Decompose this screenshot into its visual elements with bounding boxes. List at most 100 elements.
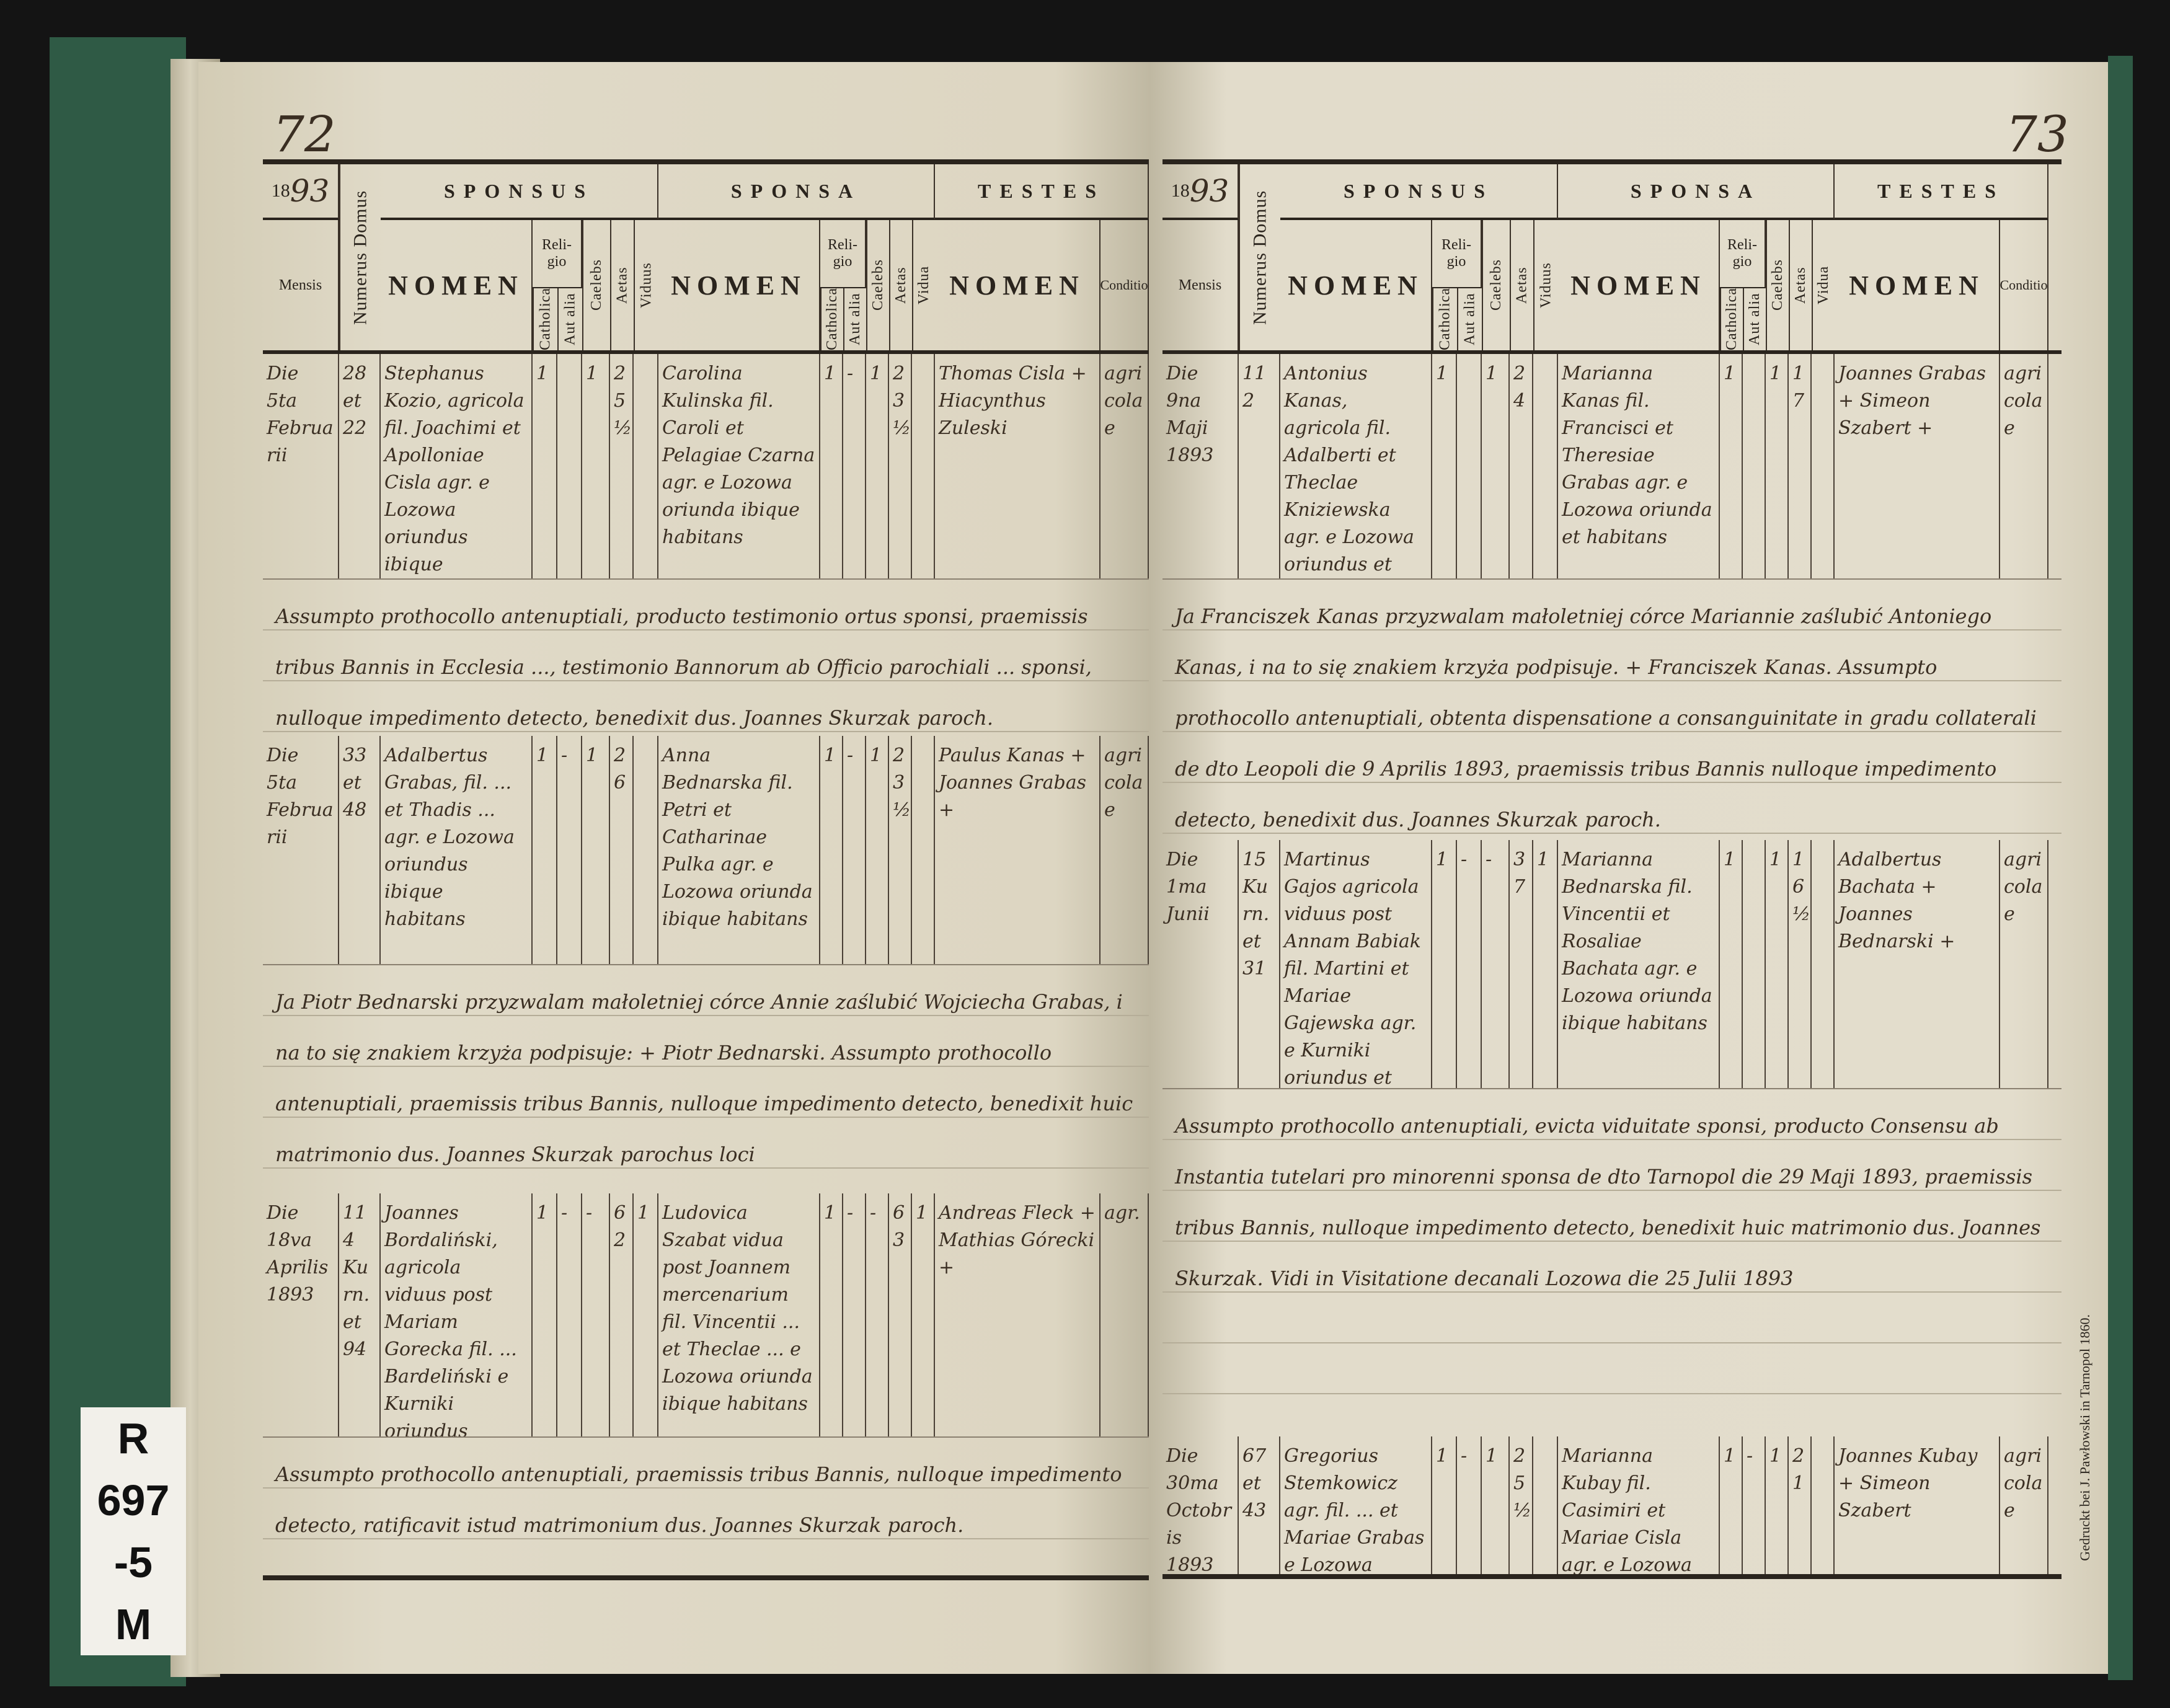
entry-sponsus-caelebs: - — [1482, 840, 1510, 1088]
register-entry: Die 5ta Februarii 33 et 48 Adalbertus Grab… — [263, 736, 1149, 964]
year-written: 93 — [290, 173, 330, 209]
entry-sponsa-nomen: Marianna Kanas fil. Francisci et Theresi… — [1558, 354, 1720, 578]
entry-sponsa-caelebs: 1 — [1766, 1436, 1789, 1574]
header-sponsus: SPONSUS — [1280, 164, 1558, 220]
entry-testes-nomen: Joannes Kubay + Simeon Szabert — [1835, 1436, 2000, 1574]
entry-testes-nomen: Paulus Kanas + Joannes Grabas + — [935, 736, 1100, 964]
table-header: 18 93 Mensis Numerus Domus SPONSUS SPONSA TEST… — [263, 164, 1149, 354]
header-sponsus-nomen: NOMEN — [381, 220, 533, 350]
entry-sponsus-viduus — [634, 736, 658, 964]
header-sponsa-vidua: Vidua — [1812, 220, 1835, 350]
entry-sponsus-nomen: Gregorius Stemkowicz agr. fil. ... et Ma… — [1280, 1436, 1432, 1574]
entry-sponsa-vidua: 1 — [912, 1193, 935, 1436]
entry-sponsa-vidua — [912, 736, 935, 964]
entry-sponsa-catholica: 1 — [820, 354, 843, 578]
entry-sponsus-catholica: 1 — [533, 736, 557, 964]
entry-sponsus-catholica: 1 — [533, 354, 557, 578]
header-sponsa-aetas: Aetas — [889, 220, 912, 350]
entry-sponsa-vidua — [912, 354, 935, 578]
entry-sponsus-caelebs: 1 — [582, 354, 610, 578]
printer-imprint: Gedruckt bei J. Pawłowski in Tarnopol 18… — [2077, 1314, 2092, 1561]
header-mensis: Mensis — [263, 220, 339, 350]
register-entry: Die 1ma Junii 15 Kurn. et 31 Martinus Gajo… — [1162, 840, 2062, 1088]
entry-sponsa-aut-alia — [1743, 354, 1766, 578]
register-entry: Die 5ta Februarii 28 et 22 Stephanus Kozio… — [263, 354, 1149, 578]
entry-testes-nomen: Andreas Fleck + Mathias Górecki + — [935, 1193, 1100, 1436]
right-page: 73 18 93 Mensis Numerus Domus SPONSUS SPONSA T… — [1150, 62, 2108, 1674]
entry-sponsus-aut-alia: - — [1457, 1436, 1482, 1574]
entry-domus: 33 et 48 — [339, 736, 381, 964]
archive-label-line: M — [115, 1600, 152, 1648]
entry-sponsa-aetas: 21 — [1789, 1436, 1812, 1574]
header-sponsus-nomen: NOMEN — [1280, 220, 1432, 350]
entry-sponsa-nomen: Marianna Kubay fil. Casimiri et Mariae C… — [1558, 1436, 1720, 1574]
page-number: 72 — [273, 105, 336, 163]
book-cover-right — [2108, 56, 2133, 1680]
entry-testes-nomen: Thomas Cisla + Hiacynthus Zuleski — [935, 354, 1100, 578]
archive-label-line: -5 — [113, 1538, 153, 1586]
entry-sponsus-aut-alia — [1457, 354, 1482, 578]
header-sponsa-nomen: NOMEN — [658, 220, 820, 350]
entry-sponsa-vidua — [1812, 840, 1835, 1088]
entry-domus: 15 Kurn. et 31 — [1239, 840, 1280, 1088]
header-sponsa-aut-alia: Aut alia — [1743, 288, 1766, 350]
header-sponsus-viduus: Viduus — [1533, 220, 1558, 350]
entry-sponsa-aetas: 23½ — [889, 354, 912, 578]
entry-sponsa-nomen: Marianna Bednarska fil. Vincentii et Ros… — [1558, 840, 1720, 1088]
entry-sponsa-caelebs: 1 — [866, 354, 889, 578]
header-sponsus-aut-alia: Aut alia — [557, 288, 582, 350]
header-sponsus-caelebs: Caelebs — [582, 220, 610, 350]
entry-sponsa-aetas: 16½ — [1789, 840, 1812, 1088]
table-header: 18 93 Mensis Numerus Domus SPONSUS SPONSA TEST… — [1162, 164, 2062, 354]
year-cell: 18 93 — [263, 164, 339, 220]
entry-note: Assumpto prothocollo antenuptiali, produ… — [263, 578, 1149, 736]
entry-testes-conditio: agricolae — [2000, 1436, 2048, 1574]
entry-mensis: Die 9na Maji 1893 — [1162, 354, 1239, 578]
entry-note: Ja Franciszek Kanas przyzwalam małoletni… — [1162, 578, 2062, 840]
header-testes-conditio: Conditio — [1100, 220, 1149, 350]
entry-testes-nomen: Joannes Grabas + Simeon Szabert + — [1835, 354, 2000, 578]
entry-sponsus-caelebs: 1 — [1482, 1436, 1510, 1574]
entry-sponsus-viduus: 1 — [1533, 840, 1558, 1088]
entry-sponsus-catholica: 1 — [1432, 1436, 1457, 1574]
header-sponsa-aut-alia: Aut alia — [843, 288, 866, 350]
header-sponsus-catholica: Catholica — [1432, 288, 1457, 350]
entry-sponsa-nomen: Ludovica Szabat vidua post Joannem merce… — [658, 1193, 820, 1436]
entry-testes-conditio: agricolae — [1100, 354, 1149, 578]
entry-sponsa-aut-alia: - — [843, 736, 866, 964]
page-number: 73 — [2006, 105, 2069, 163]
entry-sponsus-caelebs: - — [582, 1193, 610, 1436]
entry-sponsa-catholica: 1 — [1720, 354, 1743, 578]
entry-mensis: Die 1ma Junii — [1162, 840, 1239, 1088]
register-table: 18 93 Mensis Numerus Domus SPONSUS SPONSA TEST… — [1162, 159, 2062, 1579]
entry-sponsa-catholica: 1 — [820, 1193, 843, 1436]
year-written: 93 — [1189, 173, 1229, 209]
register-table: 18 93 Mensis Numerus Domus SPONSUS SPONSA TEST… — [263, 159, 1149, 1580]
header-sponsus-religio: Reli-gio — [533, 220, 582, 288]
entry-sponsus-viduus — [1533, 1436, 1558, 1574]
entry-sponsa-aetas: 23½ — [889, 736, 912, 964]
entry-sponsa-aut-alia — [1743, 840, 1766, 1088]
entry-sponsa-aetas: 63 — [889, 1193, 912, 1436]
header-sponsa-vidua: Vidua — [912, 220, 935, 350]
entry-sponsus-aetas: 25½ — [610, 354, 634, 578]
header-sponsa-aetas: Aetas — [1789, 220, 1812, 350]
entry-sponsus-nomen: Joannes Bordaliński, agricola viduus pos… — [381, 1193, 533, 1436]
header-testes-nomen: NOMEN — [1835, 220, 2000, 350]
left-page: 72 18 93 Mensis Numerus Domus SPONSUS SPONSA T… — [198, 62, 1150, 1674]
header-sponsa-caelebs: Caelebs — [866, 220, 889, 350]
header-sponsa: SPONSA — [1558, 164, 1835, 220]
entry-domus: 114 Kurn. et 94 — [339, 1193, 381, 1436]
entry-sponsus-nomen: Antonius Kanas, agricola fil. Adalberti … — [1280, 354, 1432, 578]
entry-sponsus-viduus: 1 — [634, 1193, 658, 1436]
entry-testes-conditio: agr. — [1100, 1193, 1149, 1436]
entry-testes-conditio: agricolae — [1100, 736, 1149, 964]
header-sponsus-viduus: Viduus — [634, 220, 658, 350]
entry-sponsa-vidua — [1812, 354, 1835, 578]
header-sponsus-aetas: Aetas — [1510, 220, 1533, 350]
entry-sponsus-viduus — [634, 354, 658, 578]
header-numerus-domus: Numerus Domus — [339, 164, 381, 350]
header-sponsa-caelebs: Caelebs — [1766, 220, 1789, 350]
header-sponsa-catholica: Catholica — [820, 288, 843, 350]
header-testes: TESTES — [935, 164, 1149, 220]
